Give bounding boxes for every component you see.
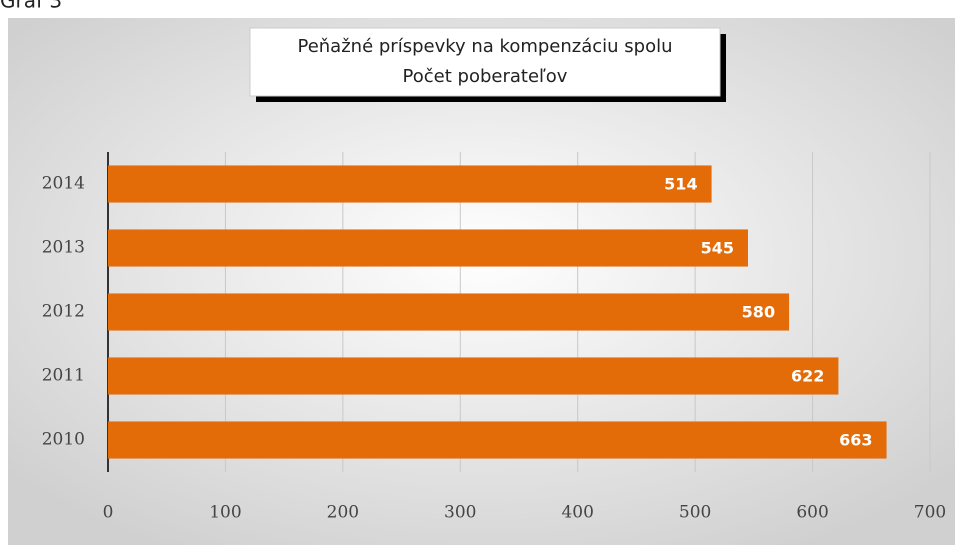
x-tick-label: 500 — [679, 503, 711, 523]
title-box — [249, 27, 721, 97]
chart-subtitle: Počet poberateľov — [403, 66, 568, 87]
y-tick-label: 2013 — [42, 238, 85, 258]
caption: Graf 3 — [0, 0, 62, 13]
x-tick-label: 300 — [444, 503, 476, 523]
x-tick-label: 700 — [914, 503, 946, 523]
bar — [108, 293, 790, 331]
bar — [108, 357, 839, 395]
bar — [108, 229, 748, 267]
y-tick-label: 2011 — [42, 366, 85, 386]
x-tick-label: 0 — [103, 503, 114, 523]
x-tick-label: 100 — [209, 503, 241, 523]
y-tick-label: 2012 — [42, 302, 85, 322]
bar — [108, 421, 887, 459]
x-tick-label: 200 — [327, 503, 359, 523]
data-label: 514 — [664, 175, 697, 194]
y-tick-label: 2014 — [42, 174, 85, 194]
data-label: 663 — [839, 431, 872, 450]
data-label: 622 — [791, 367, 824, 386]
x-tick-label: 600 — [796, 503, 828, 523]
bar — [108, 165, 712, 203]
x-tick-label: 400 — [561, 503, 593, 523]
chart-title: Peňažné príspevky na kompenzáciu spolu — [297, 36, 672, 57]
data-label: 580 — [742, 303, 775, 322]
y-tick-label: 2010 — [42, 430, 85, 450]
data-label: 545 — [701, 239, 734, 258]
